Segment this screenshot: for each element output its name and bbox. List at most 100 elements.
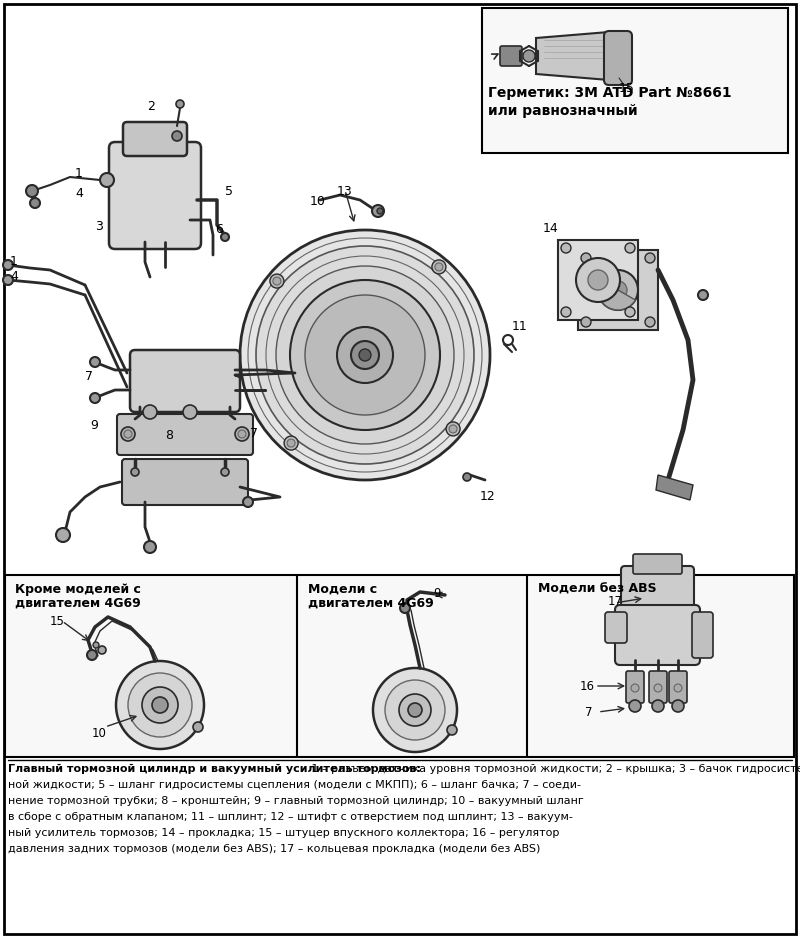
- Circle shape: [287, 439, 295, 447]
- Circle shape: [435, 263, 443, 271]
- Text: 7: 7: [585, 706, 593, 719]
- Text: Кроме моделей с: Кроме моделей с: [15, 583, 141, 596]
- Text: двигателем 4G69: двигателем 4G69: [15, 597, 141, 610]
- Circle shape: [399, 694, 431, 726]
- Circle shape: [98, 646, 106, 654]
- Circle shape: [447, 725, 457, 735]
- Circle shape: [256, 246, 474, 464]
- Circle shape: [672, 700, 684, 712]
- Circle shape: [598, 270, 638, 310]
- Circle shape: [652, 700, 664, 712]
- Text: ной жидкости; 5 – шланг гидросистемы сцепления (модели с МКПП); 6 – шланг бачка;: ной жидкости; 5 – шланг гидросистемы сце…: [8, 780, 581, 790]
- Circle shape: [674, 684, 682, 692]
- Text: 4: 4: [10, 270, 18, 283]
- Circle shape: [629, 700, 641, 712]
- Circle shape: [3, 260, 13, 270]
- Text: 2: 2: [147, 100, 155, 113]
- Text: ный усилитель тормозов; 14 – прокладка; 15 – штуцер впускного коллектора; 16 – р: ный усилитель тормозов; 14 – прокладка; …: [8, 828, 559, 838]
- Circle shape: [654, 684, 662, 692]
- Circle shape: [609, 281, 627, 299]
- FancyBboxPatch shape: [669, 671, 687, 703]
- Circle shape: [193, 722, 203, 732]
- Circle shape: [698, 290, 708, 300]
- Circle shape: [121, 427, 135, 441]
- Text: 12: 12: [480, 490, 496, 503]
- Circle shape: [576, 258, 620, 302]
- Circle shape: [377, 208, 383, 214]
- Circle shape: [625, 243, 635, 253]
- Text: давления задних тормозов (модели без ABS); 17 – кольцевая прокладка (модели без : давления задних тормозов (модели без ABS…: [8, 844, 540, 854]
- Text: 1: 1: [75, 167, 83, 180]
- Circle shape: [463, 473, 471, 481]
- Text: в сборе с обратным клапаном; 11 – шплинт; 12 – штифт с отверстием под шплинт; 13: в сборе с обратным клапаном; 11 – шплинт…: [8, 812, 573, 822]
- Circle shape: [373, 668, 457, 752]
- FancyBboxPatch shape: [615, 605, 700, 665]
- FancyBboxPatch shape: [123, 122, 187, 156]
- Circle shape: [561, 307, 571, 317]
- Circle shape: [432, 260, 446, 274]
- Circle shape: [305, 295, 425, 415]
- Polygon shape: [656, 475, 693, 500]
- Circle shape: [90, 393, 100, 403]
- FancyBboxPatch shape: [621, 566, 694, 616]
- Circle shape: [100, 173, 114, 187]
- Circle shape: [116, 661, 204, 749]
- Text: 9: 9: [433, 587, 441, 600]
- Bar: [558, 240, 638, 320]
- Circle shape: [87, 650, 97, 660]
- Circle shape: [56, 528, 70, 542]
- FancyBboxPatch shape: [633, 554, 682, 574]
- Circle shape: [235, 427, 249, 441]
- Circle shape: [385, 680, 445, 740]
- Circle shape: [290, 280, 440, 430]
- Circle shape: [240, 230, 490, 480]
- Text: 13: 13: [337, 185, 353, 198]
- Text: 10: 10: [92, 727, 107, 740]
- Circle shape: [359, 349, 371, 361]
- Circle shape: [183, 405, 197, 419]
- Text: 16: 16: [580, 680, 595, 693]
- Circle shape: [90, 357, 100, 367]
- Text: Герметик: 3M ATD Part №8661: Герметик: 3M ATD Part №8661: [488, 86, 732, 100]
- FancyBboxPatch shape: [649, 671, 667, 703]
- Circle shape: [523, 50, 535, 62]
- Circle shape: [408, 703, 422, 717]
- Circle shape: [128, 673, 192, 737]
- Circle shape: [131, 468, 139, 476]
- Text: Модели с: Модели с: [308, 583, 377, 596]
- Circle shape: [221, 468, 229, 476]
- FancyBboxPatch shape: [605, 612, 627, 643]
- Circle shape: [26, 185, 38, 197]
- FancyBboxPatch shape: [122, 459, 248, 505]
- Circle shape: [152, 697, 168, 713]
- Circle shape: [176, 100, 184, 108]
- Circle shape: [581, 317, 591, 327]
- Circle shape: [645, 253, 655, 263]
- Text: Главный тормозной цилиндр и вакуумный усилитель тормозов:: Главный тормозной цилиндр и вакуумный ус…: [8, 764, 421, 774]
- Circle shape: [143, 405, 157, 419]
- Text: или равнозначный: или равнозначный: [488, 104, 638, 118]
- Circle shape: [276, 266, 454, 444]
- FancyBboxPatch shape: [626, 671, 644, 703]
- Text: Модели без ABS: Модели без ABS: [538, 583, 657, 596]
- Circle shape: [645, 317, 655, 327]
- Circle shape: [561, 243, 571, 253]
- Wedge shape: [601, 290, 635, 310]
- Circle shape: [588, 270, 608, 290]
- Circle shape: [124, 430, 132, 438]
- Text: нение тормозной трубки; 8 – кронштейн; 9 – главный тормозной цилиндр; 10 – вакуу: нение тормозной трубки; 8 – кронштейн; 9…: [8, 796, 584, 806]
- Bar: [5, 575, 794, 757]
- Circle shape: [446, 422, 460, 436]
- Text: 9: 9: [90, 419, 98, 432]
- Text: 8: 8: [165, 429, 173, 442]
- Circle shape: [142, 687, 178, 723]
- Text: 14: 14: [543, 222, 558, 235]
- Circle shape: [372, 205, 384, 217]
- Text: 10: 10: [310, 195, 326, 208]
- FancyBboxPatch shape: [604, 31, 632, 85]
- Text: 5: 5: [225, 185, 233, 198]
- Circle shape: [221, 233, 229, 241]
- Polygon shape: [536, 32, 619, 80]
- Bar: [482, 8, 788, 153]
- Text: 7: 7: [250, 427, 258, 440]
